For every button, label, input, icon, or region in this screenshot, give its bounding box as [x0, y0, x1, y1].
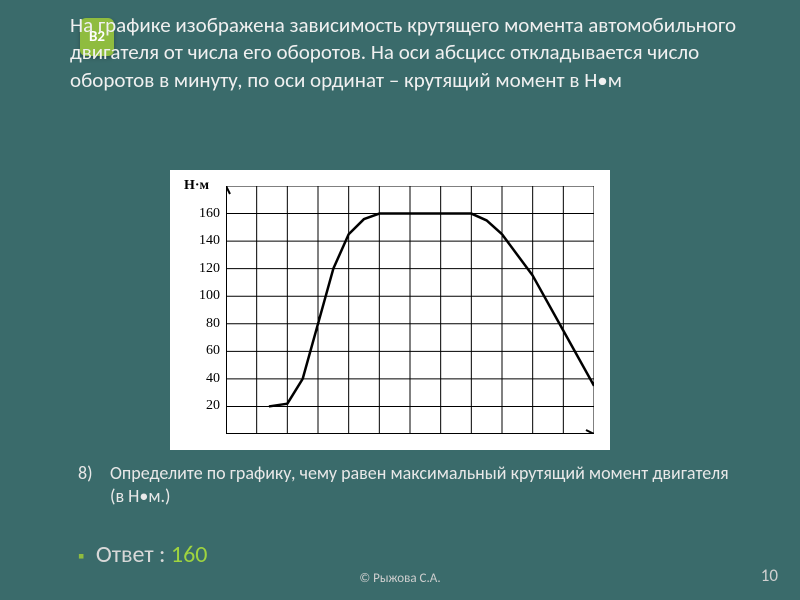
question-number: 8) [78, 462, 93, 484]
bullet-icon: ▪ [78, 545, 84, 567]
chart-plot-area [226, 186, 594, 434]
chart-svg [226, 186, 594, 434]
problem-text: На графике изображена зависимость крутящ… [70, 12, 770, 94]
copyright: © Рыжова С.А. [359, 571, 440, 586]
answer-label: Ответ : [96, 540, 171, 569]
page-number: 10 [761, 565, 778, 586]
question-text: Определите по графику, чему равен максим… [110, 462, 740, 507]
answer-row: ▪ Ответ : 160 [78, 540, 207, 569]
y-axis-labels: 20406080100120140160 [176, 186, 224, 434]
torque-chart: Н·м 20406080100120140160 [170, 170, 610, 450]
answer-value: 160 [171, 540, 208, 569]
